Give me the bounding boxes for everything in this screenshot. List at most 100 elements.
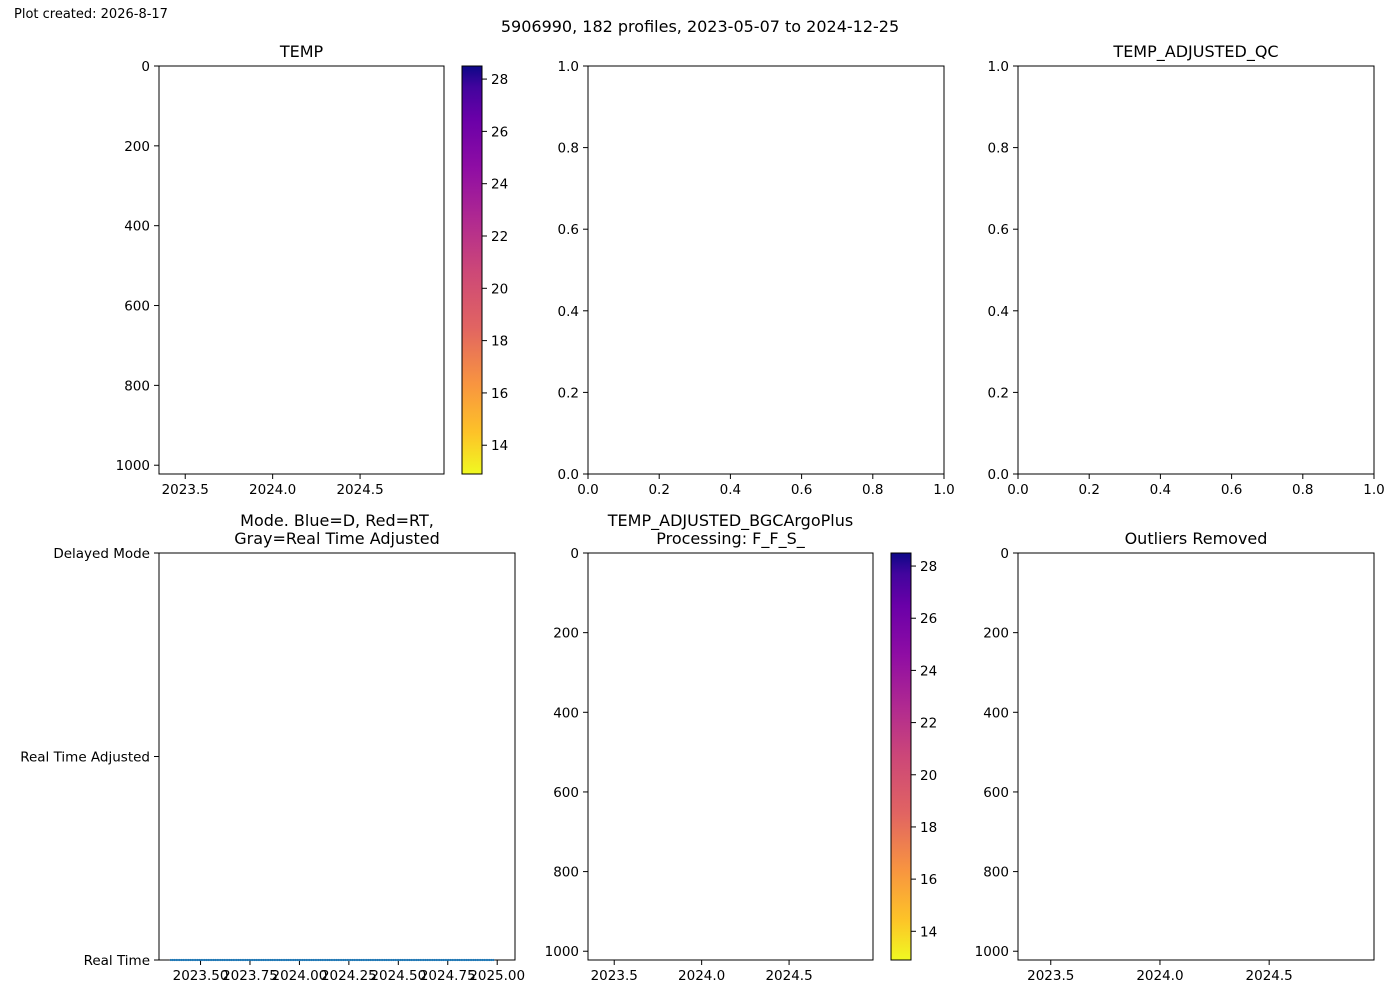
colorbar-tick-label: 26: [491, 124, 508, 140]
y-tick-label: 800: [983, 865, 1009, 881]
mode-point: [338, 958, 342, 962]
mode-point: [230, 958, 233, 962]
y-tick-label: 0: [141, 59, 150, 75]
y-tick-label: 800: [124, 378, 150, 394]
mode-point: [488, 958, 491, 962]
chart-title: Processing: F_F_S_: [656, 529, 805, 549]
x-tick-label: 0.8: [862, 482, 883, 498]
mode-point: [392, 958, 395, 962]
mode-point: [356, 958, 359, 962]
x-tick-label: 2023.75: [222, 968, 278, 984]
colorbar-tick-label: 20: [920, 768, 937, 784]
colorbar-tick-label: 16: [920, 872, 937, 888]
mode-point: [387, 958, 390, 962]
mode-point: [194, 958, 197, 962]
y-tick-label: 1.0: [558, 59, 579, 75]
colorbar-bar: [890, 552, 912, 961]
colorbar-tick-label: 20: [491, 281, 508, 297]
x-tick-label: 2024.5: [336, 482, 383, 498]
mode-point: [187, 958, 190, 962]
mode-point: [388, 958, 392, 962]
mode-point: [451, 958, 454, 962]
mode-point: [289, 958, 292, 962]
mode-point: [490, 958, 493, 962]
mode-point: [355, 958, 358, 962]
mode-point: [246, 958, 249, 962]
mode-point: [479, 958, 482, 962]
mode-point: [461, 958, 465, 962]
mode-point: [372, 958, 376, 962]
colorbar-tick-label: 14: [920, 924, 937, 940]
y-tick-label: 400: [983, 705, 1009, 721]
mode-point: [363, 958, 367, 962]
mode-point: [383, 958, 386, 962]
mode-point: [235, 958, 238, 962]
mode-point: [262, 958, 265, 962]
mode-point: [346, 958, 349, 962]
mode-point: [335, 958, 338, 962]
colorbar-temp: 14 16 18 20 22 24 26 28: [461, 65, 508, 475]
mode-point: [467, 958, 470, 962]
plot-area: [587, 65, 945, 475]
mode-point: [413, 958, 416, 962]
plot-area: [158, 552, 516, 961]
mode-point: [436, 958, 440, 962]
mode-point: [303, 958, 306, 962]
mode-point: [454, 958, 457, 962]
mode-point: [470, 958, 473, 962]
x-tick-label: 2024.0: [1136, 968, 1183, 984]
mode-point: [260, 958, 263, 962]
mode-point: [476, 958, 479, 962]
mode-point: [408, 958, 411, 962]
mode-point: [283, 958, 286, 962]
mode-point: [200, 958, 203, 962]
x-tick-label: 2024.75: [420, 968, 476, 984]
y-tick-label: 0.6: [988, 222, 1009, 238]
y-tick-label: Delayed Mode: [53, 546, 150, 562]
x-tick-label: 0.6: [791, 482, 812, 498]
mode-point: [258, 958, 262, 962]
x-tick-label: 0.2: [1078, 482, 1099, 498]
colorbar-tick-label: 18: [491, 334, 508, 350]
mode-point: [411, 958, 415, 962]
mode-point: [360, 958, 363, 962]
mode-point: [276, 958, 279, 962]
mode-point: [308, 958, 311, 962]
y-tick-label: 200: [124, 139, 150, 155]
x-tick-label: 0.0: [577, 482, 598, 498]
mode-point: [191, 958, 194, 962]
mode-point: [257, 958, 260, 962]
mode-point: [208, 958, 212, 962]
mode-point: [438, 958, 441, 962]
mode-point: [192, 958, 196, 962]
mode-point: [419, 958, 422, 962]
mode-point: [378, 958, 381, 962]
mode-point: [244, 958, 247, 962]
mode-point: [376, 958, 379, 962]
x-tick-label: 2023.5: [162, 482, 209, 498]
mode-point: [237, 958, 240, 962]
mode-point: [223, 958, 226, 962]
mode-point: [278, 958, 281, 962]
mode-point: [287, 958, 290, 962]
mode-point: [403, 958, 406, 962]
mode-point: [221, 958, 224, 962]
mode-point: [420, 958, 424, 962]
mode-point: [253, 958, 256, 962]
mode-point: [217, 958, 221, 962]
mode-point: [445, 958, 449, 962]
mode-point: [397, 958, 400, 962]
x-tick-label: 2023.5: [591, 968, 638, 984]
mode-point: [255, 958, 258, 962]
mode-point: [319, 958, 322, 962]
mode-point: [315, 958, 319, 962]
mode-point: [251, 958, 254, 962]
colorbar-tick-label: 14: [491, 438, 508, 454]
y-tick-label: 0: [570, 546, 579, 562]
y-tick-label: 400: [553, 705, 579, 721]
mode-point: [410, 958, 413, 962]
mode-point: [294, 958, 297, 962]
y-tick-label: 0.2: [988, 385, 1009, 401]
